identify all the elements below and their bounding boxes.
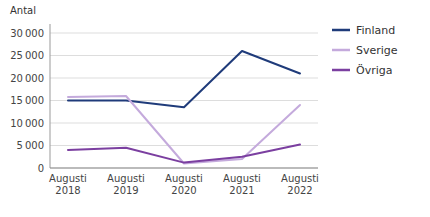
x-tick-label: Augusti2021 [223,173,261,196]
grid-line [50,123,318,124]
legend: Finland Sverige Övriga [332,24,398,77]
x-tick-label: Augusti2018 [49,173,87,196]
legend-label: Finland [356,24,395,37]
y-axis-label: Antal [10,5,36,16]
series-line [68,96,300,164]
grid-line [50,168,318,169]
y-tick-label: 10 000 [10,118,44,129]
legend-swatch [332,69,350,72]
series-line [68,145,300,163]
chart-container: Antal 0 5 000 10 000 15 000 20 000 25 000 30 00… [0,0,430,217]
grid-line [50,145,318,146]
x-tick-label: Augusti2020 [165,173,203,196]
chart: Antal 0 5 000 10 000 15 000 20 000 25 000 30 00… [0,0,430,217]
y-axis-line [50,24,51,168]
grid-line [50,33,318,34]
legend-swatch [332,49,350,52]
y-tick-label: 0 [38,163,44,174]
y-tick-label: 15 000 [10,95,44,106]
legend-label: Övriga [356,64,392,77]
y-tick-label: 5 000 [17,140,44,151]
y-tick-label: 20 000 [10,73,44,84]
y-tick-label: 25 000 [10,50,44,61]
grid-line [50,55,318,56]
y-grid [50,33,318,168]
legend-label: Sverige [356,44,398,57]
lines [68,51,300,164]
x-tick-label: Augusti2022 [281,173,319,196]
grid-line [50,78,318,79]
y-tick-label: 30 000 [10,28,44,39]
x-tick-label: Augusti2019 [107,173,145,196]
x-axis-line [50,168,318,169]
series-line [68,51,300,107]
legend-swatch [332,29,350,32]
